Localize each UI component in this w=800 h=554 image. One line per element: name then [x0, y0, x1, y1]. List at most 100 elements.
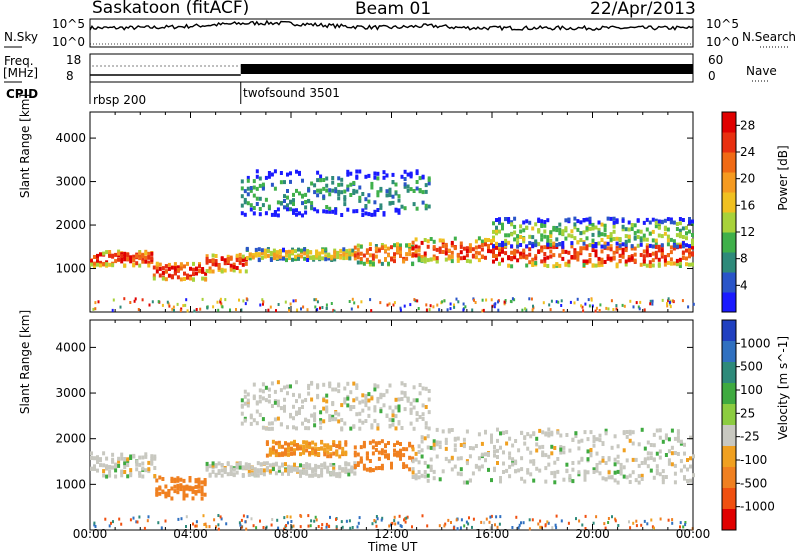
velocity-echo-cell	[235, 470, 239, 475]
power-echo-cell	[205, 258, 209, 263]
velocity-noise-cell	[94, 525, 97, 528]
power-noise-cell	[560, 299, 563, 303]
power-echo-cell	[465, 249, 469, 253]
power-echo-cell	[657, 225, 661, 230]
power-echo-cell	[606, 254, 610, 259]
velocity-echo-cell	[314, 452, 318, 457]
power-echo-cell	[510, 222, 514, 227]
power-echo-cell	[294, 257, 297, 262]
velocity-noise-cell	[456, 527, 459, 531]
power-echo-cell	[155, 261, 159, 266]
power-echo-cell	[424, 183, 428, 188]
power-echo-cell	[316, 170, 320, 175]
velocity-noise-cell	[547, 521, 550, 525]
velocity-echo-cell	[586, 470, 590, 475]
velocity-echo-cell	[287, 468, 290, 473]
velocity-echo-cell	[302, 444, 306, 449]
velocity-echo-cell	[465, 461, 469, 466]
power-echo-cell	[678, 231, 682, 236]
velocity-noise-cell	[391, 521, 394, 525]
power-echo-cell	[606, 216, 610, 221]
velocity-echo-cell	[287, 444, 290, 449]
velocity-echo-cell	[418, 391, 422, 396]
velocity-echo-cell	[96, 455, 99, 460]
power-echo-cell	[490, 239, 493, 244]
velocity-echo-cell	[453, 436, 457, 441]
velocity-echo-cell	[418, 415, 422, 419]
power-echo-cell	[273, 186, 277, 191]
power-echo-cell	[420, 258, 424, 262]
power-echo-cell	[205, 254, 209, 259]
power-echo-cell	[423, 254, 427, 259]
velocity-echo-cell	[601, 441, 605, 446]
velocity-echo-cell	[246, 403, 250, 408]
power-noise-cell	[497, 300, 499, 304]
power-echo-cell	[352, 188, 356, 193]
power-echo-cell	[415, 206, 419, 211]
power-echo-cell	[480, 254, 484, 259]
velocity-echo-cell	[380, 466, 384, 471]
velocity-echo-cell	[686, 458, 689, 462]
velocity-echo-cell	[188, 487, 192, 492]
power-echo-cell	[564, 227, 568, 232]
velocity-noise-cell	[195, 524, 198, 528]
power-noise-cell	[667, 297, 670, 301]
velocity-echo-cell	[426, 464, 430, 469]
power-echo-cell	[681, 235, 685, 239]
velocity-echo-cell	[301, 399, 304, 404]
velocity-echo-cell	[267, 426, 271, 431]
power-echo-cell	[295, 188, 298, 193]
power-echo-cell	[498, 242, 501, 247]
power-noise-cell	[550, 299, 553, 303]
power-echo-cell	[501, 226, 504, 231]
velocity-echo-cell	[155, 487, 159, 492]
power-echo-cell	[427, 176, 431, 181]
power-echo-cell	[211, 269, 215, 274]
velocity-echo-cell	[326, 443, 330, 448]
velocity-colorbar-cell	[722, 404, 736, 426]
power-echo-cell	[519, 243, 523, 247]
power-noise-cell	[441, 300, 444, 304]
velocity-echo-cell	[538, 468, 542, 473]
velocity-echo-cell	[412, 398, 416, 403]
power-echo-cell	[594, 253, 598, 258]
velocity-noise-cell	[393, 519, 396, 523]
power-echo-cell	[561, 229, 565, 234]
velocity-colorbar-label: 25	[740, 406, 755, 420]
power-echo-cell	[426, 258, 430, 263]
velocity-echo-cell	[126, 474, 130, 479]
power-echo-cell	[480, 247, 484, 252]
velocity-noise-cell	[252, 524, 255, 528]
velocity-echo-cell	[402, 462, 406, 467]
power-echo-cell	[406, 184, 410, 189]
velocity-echo-cell	[511, 457, 515, 462]
power-echo-cell	[651, 251, 655, 256]
power-noise-cell	[651, 302, 654, 306]
power-echo-cell	[269, 250, 273, 255]
power-echo-cell	[374, 249, 378, 254]
velocity-echo-cell	[320, 463, 324, 468]
power-colorbar-cell	[722, 212, 736, 233]
power-echo-cell	[657, 263, 661, 268]
power-echo-cell	[282, 256, 285, 261]
power-echo-cell	[474, 239, 478, 244]
power-echo-cell	[492, 247, 495, 252]
velocity-noise-cell	[485, 517, 488, 521]
velocity-noise-cell	[375, 524, 378, 528]
velocity-echo-cell	[385, 414, 389, 418]
power-echo-cell	[525, 219, 529, 224]
power-echo-cell	[630, 227, 634, 231]
velocity-echo-cell	[399, 450, 402, 455]
velocity-echo-cell	[123, 461, 127, 466]
power-echo-cell	[582, 263, 586, 267]
power-echo-cell	[356, 243, 360, 248]
velocity-echo-cell	[373, 408, 377, 413]
power-echo-cell	[315, 253, 319, 258]
velocity-echo-cell	[99, 457, 102, 462]
power-echo-cell	[204, 277, 208, 282]
velocity-noise-cell	[265, 525, 268, 529]
velocity-echo-cell	[661, 480, 665, 485]
velocity-echo-cell	[338, 465, 342, 470]
power-noise-cell	[167, 302, 170, 306]
power-noise-cell	[229, 308, 231, 312]
